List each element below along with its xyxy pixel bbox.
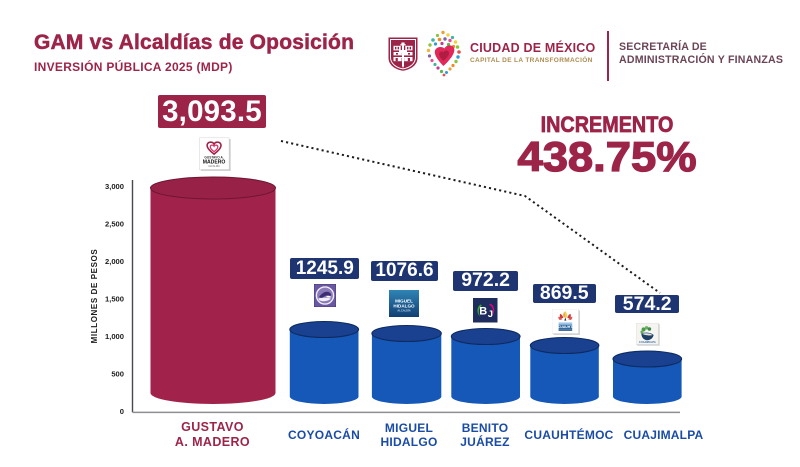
svg-text:1,000: 1,000: [105, 332, 124, 341]
svg-text:GUSTAVO A.: GUSTAVO A.: [204, 155, 223, 159]
svg-text:500: 500: [111, 370, 124, 379]
svg-text:CUAUHT.: CUAUHT.: [558, 325, 573, 329]
svg-text:2,500: 2,500: [105, 220, 124, 229]
svg-text:1,500: 1,500: [105, 295, 124, 304]
svg-text:HIDALGO: HIDALGO: [393, 303, 415, 308]
svg-text:MILLONES DE PESOS: MILLONES DE PESOS: [90, 249, 99, 344]
svg-text:MADERO: MADERO: [202, 159, 225, 165]
svg-text:3,000: 3,000: [105, 182, 124, 191]
svg-text:2,000: 2,000: [105, 257, 124, 266]
svg-text:J: J: [488, 309, 493, 320]
svg-text:ALCALDÍA: ALCALDÍA: [208, 164, 220, 167]
svg-text:CUAJIMALPA: CUAJIMALPA: [639, 340, 656, 344]
svg-text:0: 0: [120, 407, 124, 416]
svg-text:MIGUEL: MIGUEL: [395, 298, 413, 303]
svg-text:B: B: [480, 306, 488, 318]
svg-text:ALCALDÍA: ALCALDÍA: [397, 307, 410, 312]
